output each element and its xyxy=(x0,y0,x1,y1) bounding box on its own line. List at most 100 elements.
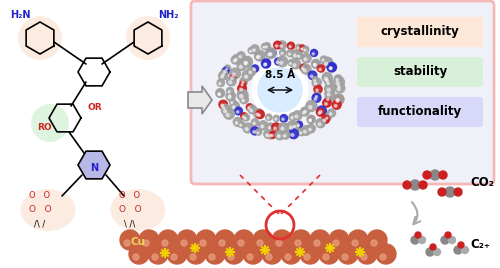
Circle shape xyxy=(222,105,232,115)
Circle shape xyxy=(300,48,302,50)
Circle shape xyxy=(326,79,328,82)
Circle shape xyxy=(342,254,348,260)
Circle shape xyxy=(410,180,420,190)
Circle shape xyxy=(227,92,234,99)
Circle shape xyxy=(430,170,440,180)
Text: NH₂: NH₂ xyxy=(158,10,178,20)
Circle shape xyxy=(253,68,255,70)
Circle shape xyxy=(253,122,255,124)
Circle shape xyxy=(265,46,267,48)
Circle shape xyxy=(445,187,455,197)
Circle shape xyxy=(252,49,255,51)
Circle shape xyxy=(221,104,224,107)
Circle shape xyxy=(304,130,306,133)
Circle shape xyxy=(338,85,340,88)
Circle shape xyxy=(252,62,308,118)
Circle shape xyxy=(247,67,256,76)
Circle shape xyxy=(415,232,421,238)
Circle shape xyxy=(336,82,343,89)
Circle shape xyxy=(262,244,282,264)
Circle shape xyxy=(371,240,377,246)
Circle shape xyxy=(300,64,308,72)
Circle shape xyxy=(238,84,246,93)
Circle shape xyxy=(256,56,259,58)
Circle shape xyxy=(242,99,244,102)
Circle shape xyxy=(242,81,244,83)
Circle shape xyxy=(237,52,245,60)
FancyBboxPatch shape xyxy=(357,17,483,47)
Circle shape xyxy=(302,46,309,53)
Circle shape xyxy=(177,230,197,250)
Circle shape xyxy=(218,93,220,95)
Circle shape xyxy=(139,230,159,250)
Ellipse shape xyxy=(18,16,62,60)
Circle shape xyxy=(308,116,314,123)
Circle shape xyxy=(230,75,236,81)
Text: crystallinity: crystallinity xyxy=(380,25,460,39)
Circle shape xyxy=(256,129,262,135)
Circle shape xyxy=(243,244,263,264)
Circle shape xyxy=(327,88,330,91)
Circle shape xyxy=(332,100,341,109)
Circle shape xyxy=(219,240,225,246)
Circle shape xyxy=(246,104,253,111)
Circle shape xyxy=(357,244,377,264)
Circle shape xyxy=(314,98,317,100)
Circle shape xyxy=(267,49,276,57)
Circle shape xyxy=(240,65,242,68)
Circle shape xyxy=(289,46,291,48)
Circle shape xyxy=(244,75,248,78)
Circle shape xyxy=(434,248,440,255)
Circle shape xyxy=(218,71,228,80)
Circle shape xyxy=(240,113,248,120)
Circle shape xyxy=(438,188,446,196)
Circle shape xyxy=(304,58,307,61)
Circle shape xyxy=(268,53,271,56)
Text: OR: OR xyxy=(87,103,102,112)
Circle shape xyxy=(290,63,292,65)
Circle shape xyxy=(241,84,243,86)
Circle shape xyxy=(228,254,234,260)
Circle shape xyxy=(300,107,309,116)
Circle shape xyxy=(242,70,252,81)
Circle shape xyxy=(327,82,329,84)
Circle shape xyxy=(298,55,300,57)
Circle shape xyxy=(441,236,449,244)
Circle shape xyxy=(257,240,263,246)
Circle shape xyxy=(234,230,254,250)
Circle shape xyxy=(222,73,224,76)
Circle shape xyxy=(296,44,302,50)
Circle shape xyxy=(330,67,332,69)
Circle shape xyxy=(297,124,299,126)
Circle shape xyxy=(296,121,302,128)
Circle shape xyxy=(240,77,248,85)
Circle shape xyxy=(228,95,230,97)
Circle shape xyxy=(293,111,302,120)
Circle shape xyxy=(280,61,282,64)
Circle shape xyxy=(196,230,216,250)
Text: O   O: O O xyxy=(118,206,142,214)
Circle shape xyxy=(124,240,130,246)
Circle shape xyxy=(283,135,286,137)
Circle shape xyxy=(171,254,177,260)
Circle shape xyxy=(291,230,311,250)
Circle shape xyxy=(272,230,292,250)
Circle shape xyxy=(304,254,310,260)
Circle shape xyxy=(288,53,290,55)
Circle shape xyxy=(291,59,300,69)
Circle shape xyxy=(308,71,317,80)
Circle shape xyxy=(266,254,272,260)
Circle shape xyxy=(222,104,228,110)
Circle shape xyxy=(352,240,358,246)
Circle shape xyxy=(276,240,282,246)
Circle shape xyxy=(264,130,272,139)
Circle shape xyxy=(324,62,328,65)
Circle shape xyxy=(261,125,264,128)
Circle shape xyxy=(333,240,339,246)
Circle shape xyxy=(295,115,298,118)
Circle shape xyxy=(289,129,298,139)
Text: O   O: O O xyxy=(30,192,50,200)
Circle shape xyxy=(319,110,322,113)
Circle shape xyxy=(242,116,244,118)
Circle shape xyxy=(264,63,266,66)
